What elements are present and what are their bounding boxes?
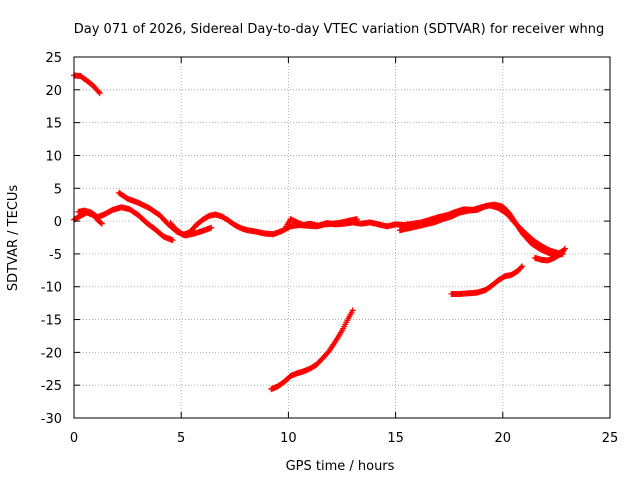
data-point	[97, 219, 104, 226]
x-axis-label: GPS time / hours	[286, 459, 395, 474]
series-arc-7	[396, 201, 566, 259]
data-point	[96, 90, 103, 97]
y-tick-label: -10	[41, 281, 62, 296]
data-point	[169, 237, 176, 244]
y-tick-label: 20	[45, 84, 62, 99]
y-tick-label: -30	[41, 412, 62, 427]
y-tick-label: 0	[54, 215, 62, 230]
y-tick-label: -20	[41, 346, 62, 361]
data-points	[71, 72, 568, 393]
data-point	[561, 245, 568, 252]
y-tick-label: 25	[45, 51, 62, 66]
series-arc-3	[75, 204, 176, 244]
axis-ticks: 0 5 10 15 20 25 -30 -25 -20 -15 -10 -5 0 5 10 15 20 25	[41, 51, 619, 446]
y-tick-label: -25	[41, 379, 62, 394]
chart-title: Day 071 of 2026, Sidereal Day-to-day VTE…	[74, 22, 605, 37]
data-point	[519, 263, 526, 270]
plot-frame	[73, 56, 611, 419]
series-arc-8	[531, 245, 568, 264]
y-tick-label: -5	[49, 248, 62, 263]
x-tick-label: 0	[70, 431, 78, 446]
series-arc-1	[71, 72, 103, 97]
x-tick-label: 15	[387, 431, 404, 446]
x-tick-label: 20	[495, 431, 512, 446]
x-tick-label: 25	[602, 431, 619, 446]
series-arc-10	[448, 263, 526, 297]
x-tick-label: 5	[177, 431, 185, 446]
y-axis-label: SDTVAR / TECUs	[6, 185, 21, 292]
data-point	[98, 220, 105, 227]
series-arc-9	[268, 307, 356, 393]
data-point	[208, 224, 215, 231]
data-point	[349, 307, 356, 314]
y-tick-label: -15	[41, 314, 62, 329]
y-tick-label: 5	[54, 182, 62, 197]
y-tick-label: 15	[45, 117, 62, 132]
x-tick-label: 10	[280, 431, 297, 446]
data-point	[95, 88, 102, 95]
data-point	[560, 246, 567, 253]
y-tick-label: 10	[45, 149, 62, 164]
data-point	[518, 264, 525, 271]
